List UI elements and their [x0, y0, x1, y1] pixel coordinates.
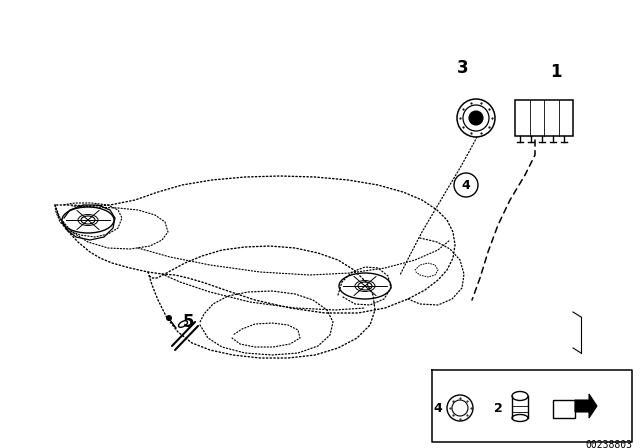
- Circle shape: [469, 111, 483, 125]
- Bar: [553, 400, 575, 418]
- Text: 5: 5: [182, 313, 194, 331]
- Text: 00238803: 00238803: [585, 440, 632, 448]
- Bar: [515, 100, 573, 136]
- Polygon shape: [575, 394, 597, 418]
- Text: 1: 1: [550, 63, 562, 81]
- Text: 4: 4: [461, 178, 470, 191]
- Text: 4: 4: [434, 401, 442, 414]
- Text: 3: 3: [457, 59, 469, 77]
- Circle shape: [166, 315, 172, 320]
- Text: 2: 2: [493, 401, 502, 414]
